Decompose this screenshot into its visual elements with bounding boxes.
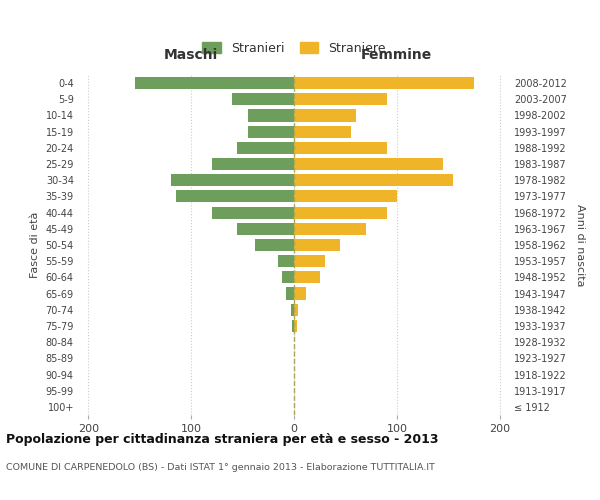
Bar: [294, 239, 340, 251]
Bar: [294, 142, 386, 154]
Bar: [294, 110, 356, 122]
Bar: [281, 272, 294, 283]
Bar: [238, 142, 294, 154]
Bar: [248, 126, 294, 138]
Bar: [294, 77, 474, 89]
Text: Popolazione per cittadinanza straniera per età e sesso - 2013: Popolazione per cittadinanza straniera p…: [6, 432, 439, 446]
Bar: [212, 206, 294, 218]
Bar: [292, 320, 294, 332]
Text: Femmine: Femmine: [361, 48, 433, 62]
Bar: [212, 158, 294, 170]
Bar: [294, 272, 320, 283]
Bar: [294, 288, 307, 300]
Bar: [294, 158, 443, 170]
Bar: [294, 304, 298, 316]
Bar: [294, 222, 366, 235]
Bar: [176, 190, 294, 202]
Bar: [294, 255, 325, 268]
Legend: Stranieri, Straniere: Stranieri, Straniere: [197, 37, 391, 60]
Bar: [294, 93, 386, 106]
Bar: [286, 288, 294, 300]
Y-axis label: Fasce di età: Fasce di età: [30, 212, 40, 278]
Y-axis label: Anni di nascita: Anni di nascita: [575, 204, 586, 286]
Bar: [238, 222, 294, 235]
Bar: [291, 304, 294, 316]
Bar: [278, 255, 294, 268]
Bar: [294, 174, 454, 186]
Bar: [248, 110, 294, 122]
Bar: [294, 190, 397, 202]
Bar: [294, 320, 297, 332]
Bar: [255, 239, 294, 251]
Text: Maschi: Maschi: [164, 48, 218, 62]
Bar: [134, 77, 294, 89]
Bar: [294, 206, 386, 218]
Bar: [294, 126, 350, 138]
Text: COMUNE DI CARPENEDOLO (BS) - Dati ISTAT 1° gennaio 2013 - Elaborazione TUTTITALI: COMUNE DI CARPENEDOLO (BS) - Dati ISTAT …: [6, 462, 435, 471]
Bar: [170, 174, 294, 186]
Bar: [232, 93, 294, 106]
